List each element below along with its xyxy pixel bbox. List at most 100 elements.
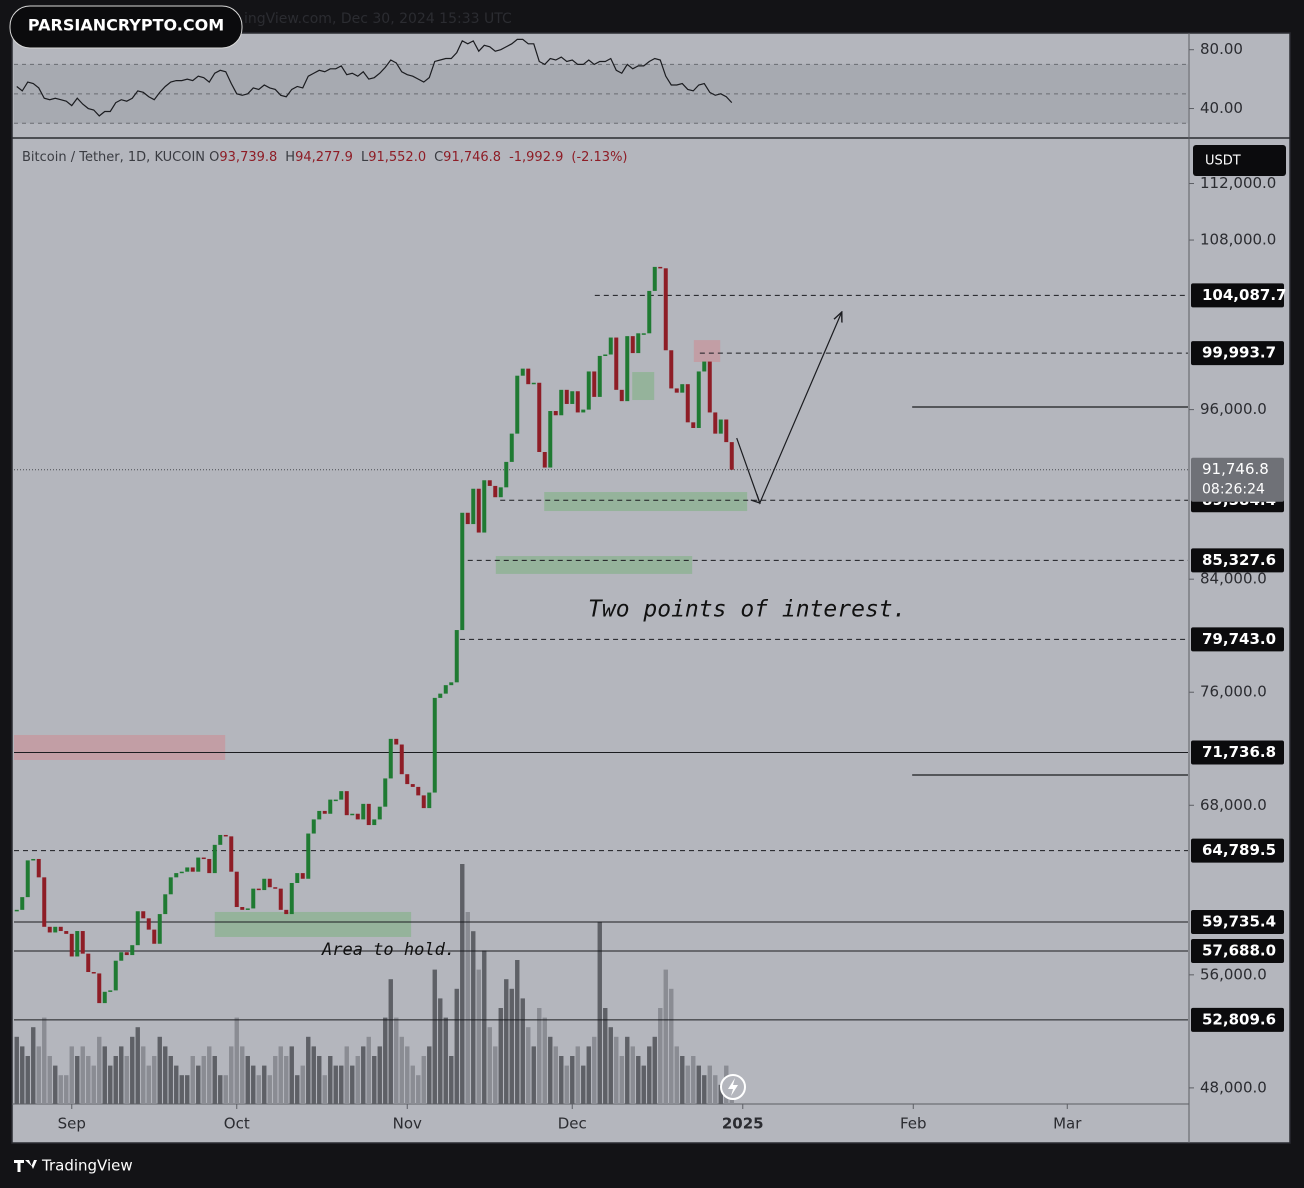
volume-bar bbox=[581, 1065, 586, 1104]
candle-body bbox=[487, 480, 492, 486]
volume-bar bbox=[691, 1056, 696, 1104]
volume-bar bbox=[174, 1065, 179, 1104]
candle-body bbox=[223, 834, 228, 837]
ohlc-key: L bbox=[360, 150, 369, 165]
level-label: 64,789.5 bbox=[1202, 841, 1276, 859]
volume-bar bbox=[614, 1036, 619, 1104]
candle-body bbox=[64, 931, 69, 934]
projection-arrowhead bbox=[750, 493, 761, 504]
candle-body bbox=[509, 433, 514, 462]
candle-body bbox=[729, 442, 734, 470]
volume-bar bbox=[520, 998, 525, 1104]
volume-bar bbox=[542, 1017, 547, 1104]
candle-body bbox=[91, 972, 96, 974]
volume-bar bbox=[504, 979, 509, 1104]
volume-bar bbox=[509, 988, 514, 1104]
candle-body bbox=[267, 878, 272, 888]
level-badge bbox=[1191, 910, 1284, 935]
candle-body bbox=[58, 926, 63, 932]
volume-bar bbox=[284, 1056, 289, 1104]
candle-body bbox=[25, 860, 30, 898]
volume-bar bbox=[179, 1075, 184, 1104]
zone bbox=[14, 734, 226, 760]
volume-bar bbox=[339, 1065, 344, 1104]
candle-body bbox=[240, 907, 245, 910]
volume-bar bbox=[570, 1056, 575, 1104]
candle-body bbox=[652, 266, 657, 291]
candle-body bbox=[416, 786, 421, 796]
volume-bar bbox=[421, 1056, 426, 1104]
candle-body bbox=[119, 952, 124, 961]
level-badge bbox=[1191, 627, 1284, 652]
source-caption: ingView.com, Dec 30, 2024 15:33 UTC bbox=[244, 11, 512, 27]
volume-bar bbox=[64, 1075, 69, 1104]
volume-bar bbox=[119, 1046, 124, 1104]
candle-body bbox=[685, 384, 690, 423]
y-tick-label: 56,000.0 bbox=[1200, 965, 1267, 983]
volume-bar bbox=[80, 1046, 85, 1104]
volume-bar bbox=[218, 1075, 223, 1104]
candle-body bbox=[713, 412, 718, 434]
candle-body bbox=[124, 952, 129, 956]
volume-bar bbox=[108, 1065, 113, 1104]
candle-body bbox=[482, 480, 487, 533]
currency-label[interactable]: USDT bbox=[1205, 154, 1241, 169]
x-tick-label: Mar bbox=[1053, 1115, 1082, 1133]
candle-body bbox=[537, 382, 542, 453]
candle-body bbox=[707, 361, 712, 413]
volume-bar bbox=[707, 1065, 712, 1104]
rsi-tick-label: 40.00 bbox=[1200, 99, 1243, 117]
rsi-line bbox=[16, 38, 733, 117]
volume-bar bbox=[229, 1046, 234, 1104]
level-label: 59,735.4 bbox=[1202, 913, 1276, 931]
candle-body bbox=[449, 682, 454, 686]
candle-body bbox=[141, 911, 146, 919]
candle-body bbox=[344, 791, 349, 816]
rsi-tick-label: 80.00 bbox=[1200, 40, 1243, 58]
candle-body bbox=[311, 819, 316, 834]
candle-body bbox=[641, 333, 646, 335]
volume-bar bbox=[350, 1065, 355, 1104]
volume-bar bbox=[20, 1046, 25, 1104]
volume-bar bbox=[564, 1065, 569, 1104]
candle-body bbox=[229, 836, 234, 872]
level-label: 79,743.0 bbox=[1202, 630, 1276, 648]
volume-bar bbox=[416, 1075, 421, 1104]
candle-body bbox=[163, 894, 168, 915]
ohlc-value: 91,552.0 bbox=[368, 150, 427, 165]
volume-bar bbox=[295, 1075, 300, 1104]
volume-bar bbox=[454, 988, 459, 1104]
candle-body bbox=[625, 336, 630, 402]
volume-bar bbox=[652, 1036, 657, 1104]
symbol-legend: Bitcoin / Tether, 1D, KUCOIN O93,739.8 H9… bbox=[22, 150, 636, 165]
volume-bar bbox=[317, 1056, 322, 1104]
candle-body bbox=[680, 384, 685, 393]
candle-body bbox=[471, 488, 476, 525]
volume-bar bbox=[592, 1036, 597, 1104]
volume-bar bbox=[124, 1056, 129, 1104]
volume-bar bbox=[498, 1008, 503, 1104]
volume-bar bbox=[718, 1084, 723, 1104]
volume-bar bbox=[240, 1046, 245, 1104]
volume-bar bbox=[36, 1046, 41, 1104]
volume-bar bbox=[696, 1065, 701, 1104]
volume-bar bbox=[256, 1075, 261, 1104]
volume-bar bbox=[559, 1056, 564, 1104]
y-tick-label: 112,000.0 bbox=[1200, 174, 1276, 192]
volume-bar bbox=[476, 969, 481, 1104]
volume-bar bbox=[658, 1008, 663, 1104]
volume-bar bbox=[427, 1046, 432, 1104]
volume-bar bbox=[163, 1046, 168, 1104]
x-tick-label: 2025 bbox=[722, 1115, 764, 1133]
candle-body bbox=[146, 918, 151, 930]
volume-bar bbox=[432, 969, 437, 1104]
ohlc-key: C bbox=[434, 150, 444, 165]
volume-bar bbox=[190, 1056, 195, 1104]
volume-bar bbox=[597, 921, 602, 1104]
currency-button[interactable] bbox=[1193, 145, 1286, 176]
ohlc-value: 93,739.8 bbox=[219, 150, 278, 165]
volume-bar bbox=[383, 1017, 388, 1104]
volume-bar bbox=[322, 1075, 327, 1104]
